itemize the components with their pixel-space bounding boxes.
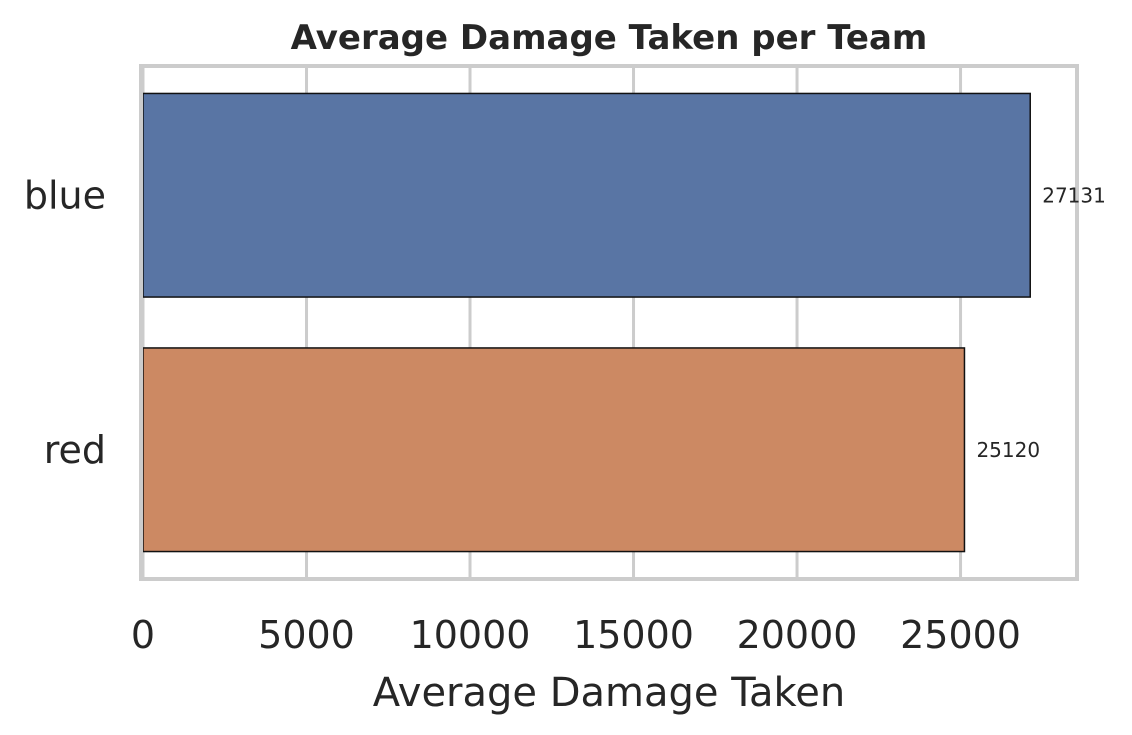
- chart-title: Average Damage Taken per Team: [291, 18, 928, 58]
- x-tick-label: 15000: [573, 613, 694, 657]
- x-tick-label: 20000: [737, 613, 858, 657]
- data-labels: 27131 25120: [976, 183, 1105, 462]
- x-axis-label: Average Damage Taken: [373, 670, 846, 716]
- x-tick-label: 25000: [900, 613, 1021, 657]
- x-tick-label: 10000: [410, 613, 531, 657]
- data-label-blue: 27131: [1042, 183, 1106, 207]
- bar-blue: [142, 92, 1031, 298]
- data-label-red: 25120: [976, 438, 1040, 462]
- category-label-blue: blue: [24, 173, 106, 217]
- x-tick-labels: 0 5000 10000 15000 20000 25000: [131, 613, 1021, 657]
- category-labels: blue red: [24, 173, 106, 472]
- bar-red: [142, 347, 966, 553]
- bars: [142, 92, 1031, 553]
- plot-frame: [139, 64, 1079, 581]
- x-tick-label: 0: [131, 613, 155, 657]
- category-label-red: red: [44, 428, 106, 472]
- x-tick-label: 5000: [258, 613, 355, 657]
